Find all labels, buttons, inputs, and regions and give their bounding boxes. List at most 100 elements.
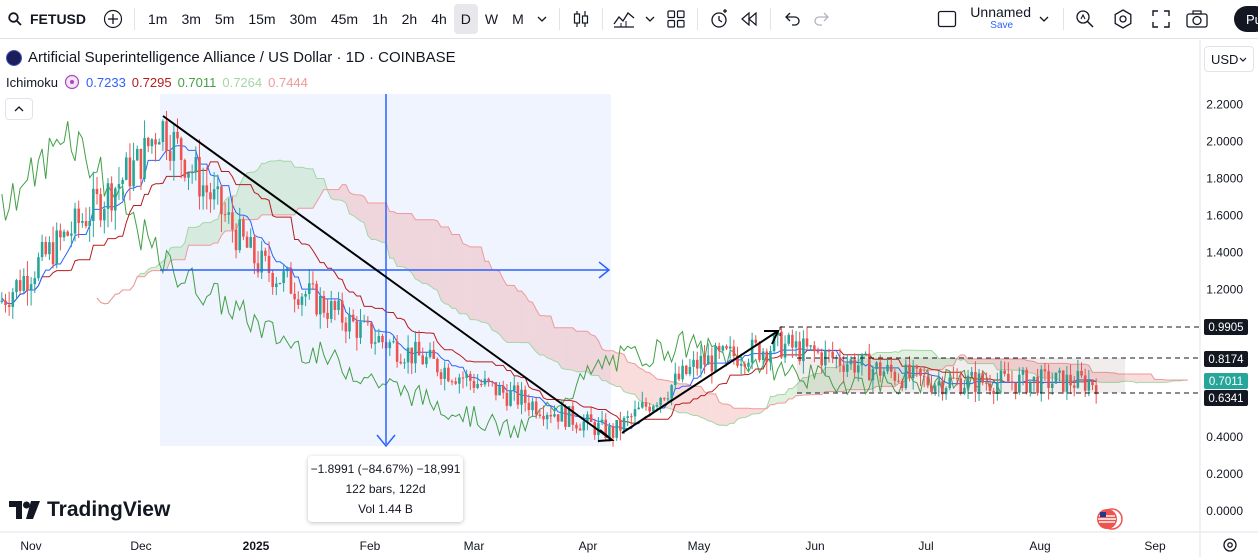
coin-logo-icon [6, 50, 22, 66]
indicator-value-chikou: 0.7011 [178, 75, 217, 90]
candle-body [392, 341, 395, 342]
ichimoku-cloud-segment [295, 167, 299, 215]
candle-body [425, 357, 428, 364]
candle-body [626, 416, 629, 418]
candle-body [802, 338, 805, 361]
timeframe-d[interactable]: D [454, 4, 478, 34]
timeframe-w[interactable]: W [478, 4, 505, 34]
indicator-value-tenkan: 0.7233 [86, 75, 126, 90]
ichimoku-cloud-segment [441, 227, 445, 304]
us-flag-icon[interactable] [1096, 508, 1124, 535]
candle-body [535, 401, 538, 414]
candle-body [77, 209, 80, 223]
candle-body [363, 321, 366, 322]
timeframe-4h[interactable]: 4h [424, 4, 454, 34]
candle-body [509, 390, 512, 405]
ichimoku-cloud-segment [511, 285, 515, 342]
candle-body [561, 406, 564, 421]
axis-settings-icon[interactable] [1222, 537, 1238, 558]
layout-name-button[interactable]: Unnamed Save [970, 5, 1031, 33]
x-tick-label: Jul [918, 539, 933, 553]
candle-body [674, 374, 677, 385]
timeframe-m[interactable]: M [505, 4, 531, 34]
layout-toggle-icon[interactable] [932, 4, 962, 34]
toolbar-divider [1063, 8, 1064, 30]
candle-body [396, 341, 399, 362]
candle-body [733, 346, 736, 356]
indicator-settings-icon[interactable] [64, 74, 80, 90]
ichimoku-cloud-segment [778, 395, 782, 403]
timeframe-1h[interactable]: 1h [365, 4, 395, 34]
timeframe-45m[interactable]: 45m [324, 4, 365, 34]
alert-clock-icon[interactable] [704, 4, 734, 34]
timeframe-5m[interactable]: 5m [208, 4, 241, 34]
quick-search-icon[interactable] [1070, 4, 1100, 34]
ichimoku-cloud-segment [408, 213, 412, 272]
indicator-legend[interactable]: Ichimoku 0.7233 0.7295 0.7011 0.7264 0.7… [6, 74, 308, 90]
candle-body [513, 385, 516, 390]
ichimoku-cloud-segment [196, 226, 200, 245]
candle-body [436, 359, 439, 372]
candle-body [542, 416, 545, 419]
x-tick-label: Jun [805, 539, 824, 553]
currency-select[interactable]: USD [1204, 46, 1254, 72]
chevron-down-icon[interactable] [531, 4, 553, 34]
ichimoku-cloud-segment [727, 404, 731, 426]
candles-chart-type-icon[interactable] [566, 4, 596, 34]
toolbar-divider [134, 8, 135, 30]
camera-icon[interactable] [1182, 4, 1212, 34]
ichimoku-cloud-segment [258, 163, 262, 219]
candle-body [553, 414, 556, 416]
candle-body [429, 350, 432, 357]
candle-body [586, 414, 589, 421]
ichimoku-cloud-segment [203, 223, 207, 246]
ichimoku-cloud-segment [353, 194, 357, 218]
indicators-icon[interactable] [609, 4, 639, 34]
symbol-search-button[interactable]: FETUSD [26, 4, 92, 34]
add-symbol-icon[interactable] [98, 4, 128, 34]
undo-icon[interactable] [777, 4, 807, 34]
chevron-down-icon[interactable] [639, 4, 661, 34]
candle-body [769, 351, 772, 362]
candle-body [227, 212, 230, 214]
candle-body [315, 284, 318, 315]
replay-icon[interactable] [734, 4, 764, 34]
timeframe-1m[interactable]: 1m [141, 4, 174, 34]
collapse-legend-button[interactable] [5, 98, 33, 120]
timeframe-3m[interactable]: 3m [174, 4, 207, 34]
ichimoku-cloud-segment [243, 173, 247, 220]
layout-grid-icon[interactable] [661, 4, 691, 34]
candle-body [652, 406, 655, 411]
timeframe-30m[interactable]: 30m [283, 4, 324, 34]
candle-body [421, 355, 424, 364]
indicator-value-span-a: 0.7264 [222, 75, 262, 90]
candle-body [623, 418, 626, 431]
ichimoku-cloud-segment [302, 167, 306, 208]
settings-gear-icon[interactable] [1108, 4, 1138, 34]
redo-icon[interactable] [807, 4, 837, 34]
search-icon[interactable] [4, 4, 26, 34]
publish-button[interactable]: Pu [1234, 6, 1258, 32]
ichimoku-cloud-segment [781, 394, 785, 403]
timeframe-2h[interactable]: 2h [395, 4, 425, 34]
measure-volume: Vol 1.44 B [308, 502, 463, 516]
candle-body [293, 294, 296, 300]
candle-body [564, 406, 567, 427]
y-tick-label: 1.8000 [1206, 171, 1243, 185]
candle-body [140, 149, 143, 179]
price-level-label: 0.8174 [1208, 354, 1244, 366]
x-tick-label: Dec [130, 539, 151, 553]
fullscreen-icon[interactable] [1146, 4, 1176, 34]
timeframe-15m[interactable]: 15m [241, 4, 282, 34]
tradingview-logo[interactable]: TradingView [9, 498, 170, 522]
ichimoku-cloud-segment [434, 220, 438, 290]
chevron-down-icon[interactable] [1031, 4, 1057, 34]
candle-body [572, 406, 575, 425]
ichimoku-cloud-segment [1129, 374, 1133, 382]
candle-body [520, 390, 523, 405]
ichimoku-cloud-segment [474, 247, 478, 320]
candle-body [143, 138, 146, 179]
candle-body [864, 354, 867, 355]
price-chart[interactable]: 2.20002.00001.80001.60001.40001.20000.40… [0, 40, 1258, 557]
ichimoku-cloud-segment [565, 328, 569, 370]
